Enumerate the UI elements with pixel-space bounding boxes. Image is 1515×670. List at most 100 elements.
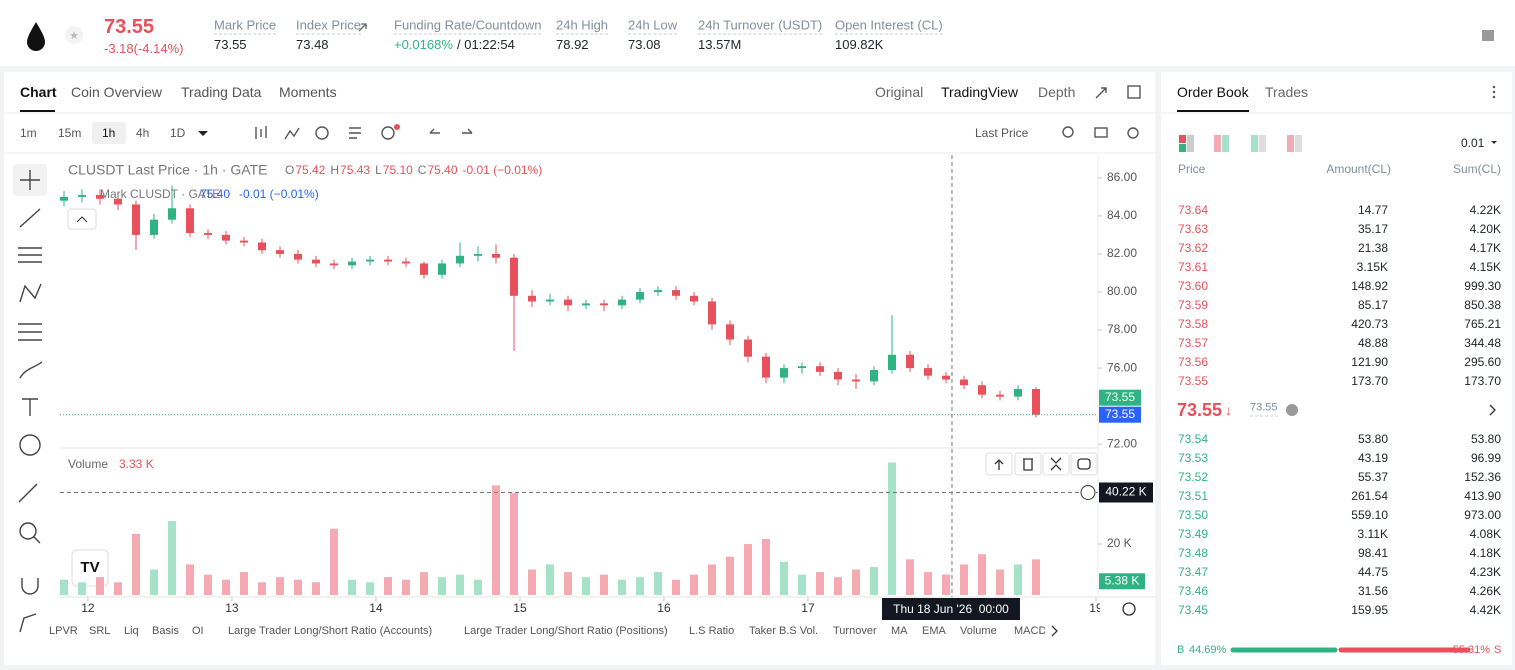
view-tab[interactable]: TradingView — [941, 84, 1019, 100]
mark-title: Mark CLUSDT · GATE — [100, 187, 220, 201]
candle-body — [78, 194, 86, 197]
indicator[interactable]: SRL — [89, 625, 111, 637]
book-sum: 96.99 — [1470, 451, 1501, 465]
mid-price: 73.55 — [1177, 400, 1223, 420]
stat-value: 78.92 — [556, 37, 589, 52]
candle-body — [60, 196, 68, 201]
indicator[interactable]: Basis — [152, 625, 179, 637]
book-tab[interactable]: Order Book — [1177, 84, 1249, 100]
dropdown[interactable] — [198, 131, 208, 136]
book-price: 73.52 — [1178, 470, 1209, 484]
candle-body — [456, 255, 464, 264]
candle-body — [474, 253, 482, 256]
candle-body — [564, 299, 572, 306]
volume-bar — [888, 462, 896, 595]
chart-tab[interactable]: Moments — [279, 84, 337, 100]
view-tab[interactable]: Original — [875, 84, 924, 100]
col-head: Sum(CL) — [1452, 162, 1501, 176]
book-price: 73.54 — [1178, 432, 1209, 446]
book-amount: 85.17 — [1357, 298, 1388, 312]
interval[interactable]: 1D — [170, 126, 186, 140]
book-amount: 261.54 — [1351, 489, 1388, 503]
book-amount: 98.41 — [1357, 546, 1388, 560]
indicator[interactable]: Taker B.S Vol. — [749, 625, 819, 637]
stat-value: 13.57M — [698, 37, 742, 52]
stat-label: Mark Price — [214, 17, 277, 35]
book-amount: 420.73 — [1351, 317, 1388, 331]
ohlc-value: 75.40 — [427, 163, 457, 177]
favorite[interactable] — [65, 26, 83, 44]
last-price-label: 73.55 — [1105, 390, 1135, 404]
crosshair-plus — [1080, 485, 1096, 501]
volume-bar — [870, 566, 878, 595]
chart-tab[interactable]: Chart — [20, 84, 57, 100]
volume-bar — [564, 572, 572, 595]
candle-body — [168, 208, 176, 220]
book-price: 73.47 — [1178, 565, 1209, 579]
volume-bar — [906, 559, 914, 595]
indicator[interactable]: Large Trader Long/Short Ratio (Positions… — [464, 625, 668, 637]
star: ★ — [69, 30, 79, 42]
stat-label: 24h Low — [628, 17, 678, 35]
book-sum: 4.08K — [1469, 527, 1501, 541]
volume-bar — [726, 556, 734, 595]
collapse-button[interactable] — [67, 208, 97, 230]
indicator[interactable]: LPVR — [49, 625, 78, 637]
x-tick-label: 19 — [1089, 601, 1103, 615]
indicator[interactable]: Volume — [960, 625, 997, 637]
book-price: 73.64 — [1178, 203, 1209, 217]
book-sum: 973.00 — [1464, 508, 1501, 522]
volume-bar — [240, 572, 248, 595]
x-tick-label: 16 — [657, 601, 671, 615]
book-amount: 55.37 — [1357, 470, 1388, 484]
volume-bar — [384, 577, 392, 595]
chart-tab[interactable]: Coin Overview — [71, 84, 163, 100]
crosshair-value: 40.22 K — [1105, 485, 1146, 499]
interval[interactable]: 15m — [58, 126, 82, 140]
volume-bar — [348, 579, 356, 595]
last-price-badge — [1099, 389, 1141, 406]
view-tab[interactable]: Depth — [1038, 84, 1076, 100]
chart-tab[interactable]: Trading Data — [181, 84, 262, 100]
settings-icon[interactable] — [1482, 30, 1494, 41]
volume-bar — [150, 569, 158, 595]
mark-price-badge — [1099, 406, 1141, 423]
y-tick-label: 86.00 — [1107, 170, 1137, 184]
interval[interactable]: 4h — [136, 126, 150, 140]
interval[interactable]: 1h — [102, 126, 116, 140]
volume-bar — [366, 582, 374, 595]
book-sum: 152.36 — [1464, 470, 1501, 484]
indicator[interactable]: MACD — [1014, 625, 1045, 637]
stat-label: Index Price — [296, 17, 362, 35]
book-price: 73.49 — [1178, 527, 1209, 541]
y-tick-label: 76.00 — [1107, 360, 1137, 374]
candle-body — [582, 303, 590, 306]
indicator[interactable]: Liq — [124, 625, 139, 637]
volume-bar — [402, 579, 410, 595]
indicator[interactable]: Large Trader Long/Short Ratio (Accounts) — [228, 625, 433, 637]
candle-body — [672, 290, 680, 296]
indicator[interactable]: Turnover — [833, 625, 877, 637]
book-price: 73.59 — [1178, 298, 1209, 312]
buy-ratio: 44.69% — [1189, 644, 1227, 656]
tv-logo-text: TV — [80, 559, 99, 576]
crosshair-time: Thu 18 Jun '26 00:00 — [893, 602, 1009, 616]
volume-bar — [510, 493, 518, 595]
indicator[interactable]: L.S Ratio — [689, 625, 735, 637]
volume-bar — [690, 574, 698, 595]
candle-body — [150, 219, 158, 235]
indicator[interactable]: OI — [192, 625, 204, 637]
buy-letter: B — [1177, 644, 1185, 656]
interval[interactable]: 1m — [20, 126, 37, 140]
book-price: 73.57 — [1178, 336, 1209, 350]
indicator[interactable]: MA — [891, 625, 908, 637]
stat-extra: / 01:22:54 — [457, 37, 515, 52]
book-tab[interactable]: Trades — [1265, 84, 1309, 100]
book-sum: 173.70 — [1464, 374, 1501, 388]
price-type[interactable]: Last Price — [975, 126, 1029, 140]
candle-body — [888, 354, 896, 370]
book-amount: 3.11K — [1357, 527, 1388, 541]
precision[interactable]: 0.01 — [1461, 136, 1485, 150]
indicator[interactable]: EMA — [922, 625, 946, 637]
ohlc-key: H — [330, 163, 339, 177]
